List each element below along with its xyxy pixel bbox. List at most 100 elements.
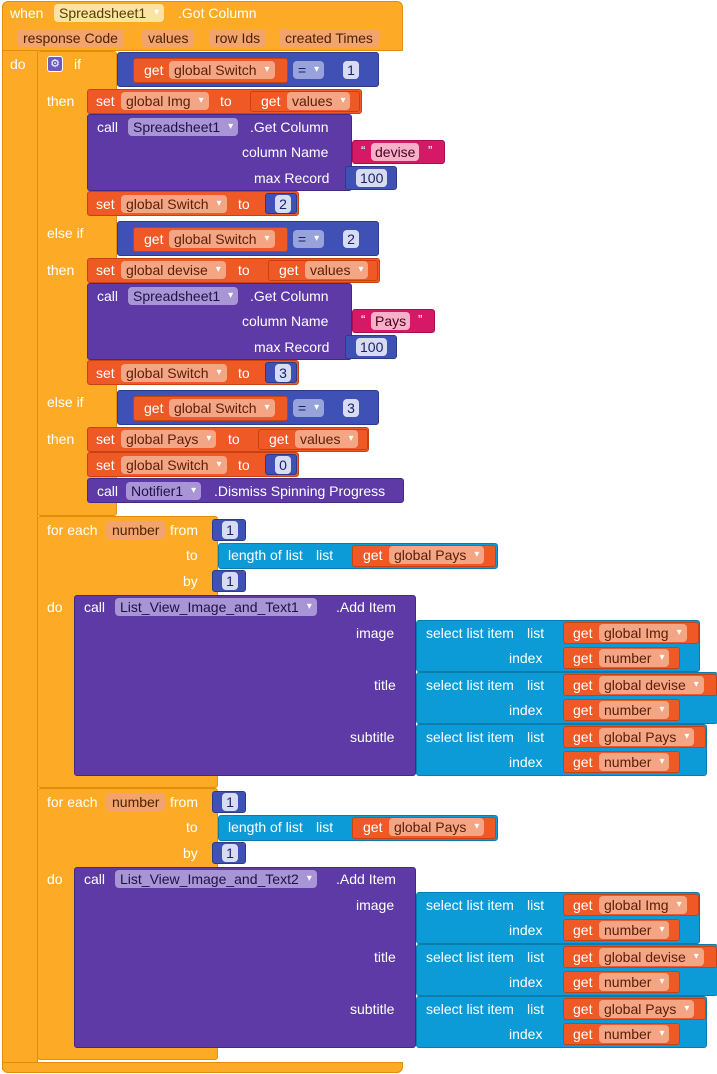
to-label: to — [186, 547, 198, 563]
event-block-spine — [2, 50, 38, 1070]
by-label: by — [183, 845, 198, 861]
listview-dropdown-1[interactable]: List_View_Image_and_Text1 — [115, 598, 317, 616]
var-dropdown-number-2b[interactable]: number — [599, 973, 670, 991]
var-dropdown-values-2[interactable]: values — [305, 261, 369, 279]
var-dropdown-switch-2[interactable]: global Switch — [169, 230, 275, 248]
var-dropdown-switch-set-3[interactable]: global Switch — [121, 456, 227, 474]
var-dropdown-switch-1[interactable]: global Switch — [169, 61, 275, 79]
var-dropdown-devise-1[interactable]: global devise — [599, 676, 704, 694]
select-list-item-label: select list item — [426, 1001, 514, 1017]
var-dropdown-pays-1[interactable]: global Pays — [599, 728, 695, 746]
get-label: get — [573, 922, 593, 938]
from-value-1[interactable]: 1 — [222, 521, 238, 539]
number-1[interactable]: 1 — [343, 61, 359, 79]
loop-var-chip-1[interactable]: number — [106, 521, 166, 539]
number-3[interactable]: 3 — [343, 399, 359, 417]
list-label: list — [316, 819, 334, 835]
var-dropdown-values-3[interactable]: values — [295, 430, 359, 448]
next-value-1[interactable]: 2 — [275, 195, 291, 213]
var-dropdown-pays[interactable]: global Pays — [121, 430, 217, 448]
set-label: set — [96, 196, 115, 212]
var-dropdown-number-2c[interactable]: number — [599, 1025, 670, 1043]
var-dropdown-devise-2[interactable]: global devise — [599, 948, 704, 966]
dismiss-label: .Dismiss Spinning Progress — [214, 483, 386, 499]
get-label: get — [573, 949, 593, 965]
list-label: list — [527, 1001, 545, 1017]
index-label: index — [509, 650, 543, 666]
var-dropdown-values-1[interactable]: values — [287, 92, 351, 110]
get-label: get — [573, 650, 593, 666]
eq-dropdown-2[interactable]: = — [293, 230, 325, 248]
list-label: list — [527, 949, 545, 965]
eq-dropdown-3[interactable]: = — [293, 399, 325, 417]
next-value-3[interactable]: 0 — [275, 456, 291, 474]
param-response-code[interactable]: response Code — [17, 29, 124, 47]
eq-dropdown-1[interactable]: = — [293, 61, 325, 79]
image-label: image — [356, 897, 395, 913]
text-value-devise[interactable]: devise — [371, 143, 420, 161]
from-value-2[interactable]: 1 — [222, 793, 238, 811]
var-dropdown-img-2[interactable]: global Img — [599, 896, 687, 914]
by-value-1[interactable]: 1 — [222, 572, 238, 590]
listview-dropdown-2[interactable]: List_View_Image_and_Text2 — [115, 870, 317, 888]
then-label-1: then — [47, 93, 75, 109]
notifier-dropdown[interactable]: Notifier1 — [126, 482, 202, 500]
var-dropdown-img-1[interactable]: global Img — [599, 624, 687, 642]
add-item-label: .Add Item — [336, 599, 396, 615]
call-add-item-block-2[interactable] — [74, 867, 416, 1048]
by-value-2[interactable]: 1 — [222, 844, 238, 862]
set-label: set — [96, 431, 115, 447]
by-label: by — [183, 573, 198, 589]
get-label: get — [573, 729, 593, 745]
gear-icon[interactable]: ⚙ — [47, 56, 63, 72]
select-list-item-label: select list item — [426, 949, 514, 965]
var-dropdown-pays-loop-1[interactable]: global Pays — [389, 546, 485, 564]
max-record-value-1[interactable]: 100 — [356, 169, 388, 187]
set-label: set — [96, 457, 115, 473]
param-row-ids[interactable]: row Ids — [209, 29, 267, 47]
param-created-times[interactable]: created Times — [279, 29, 379, 47]
event-do-label: do — [10, 56, 26, 72]
next-value-2[interactable]: 3 — [275, 364, 291, 382]
spreadsheet-dropdown-2[interactable]: Spreadsheet1 — [128, 287, 239, 305]
select-list-item-label: select list item — [426, 897, 514, 913]
var-dropdown-img[interactable]: global Img — [121, 92, 209, 110]
add-item-label: .Add Item — [336, 871, 396, 887]
var-dropdown-number-2a[interactable]: number — [599, 921, 670, 939]
var-dropdown-number-1a[interactable]: number — [599, 649, 670, 667]
quote-open: “ — [361, 312, 366, 327]
var-dropdown-number-1c[interactable]: number — [599, 753, 670, 771]
get-label: get — [279, 262, 299, 278]
title-label: title — [374, 949, 396, 965]
var-dropdown-pays-loop-2[interactable]: global Pays — [389, 818, 485, 836]
loop-var-chip-2[interactable]: number — [106, 793, 166, 811]
spreadsheet-dropdown-1[interactable]: Spreadsheet1 — [128, 118, 239, 136]
list-label: list — [527, 677, 545, 693]
event-component-dropdown[interactable]: Spreadsheet1 — [54, 4, 165, 22]
get-column-label: .Get Column — [250, 119, 329, 135]
param-values[interactable]: values — [142, 29, 195, 47]
var-dropdown-devise[interactable]: global devise — [121, 261, 226, 279]
call-label: call — [84, 871, 106, 887]
index-label: index — [509, 1026, 543, 1042]
get-label: get — [573, 754, 593, 770]
text-value-pays[interactable]: Pays — [371, 312, 411, 330]
var-dropdown-number-1b[interactable]: number — [599, 701, 670, 719]
max-record-label: max Record — [254, 339, 330, 355]
subtitle-label: subtitle — [350, 729, 395, 745]
call-add-item-block-1[interactable] — [74, 595, 416, 776]
image-label: image — [356, 625, 395, 641]
var-dropdown-pays-2[interactable]: global Pays — [599, 1000, 695, 1018]
get-label: get — [573, 974, 593, 990]
if-label: if — [74, 56, 81, 72]
var-dropdown-switch-3[interactable]: global Switch — [169, 399, 275, 417]
var-dropdown-switch-set-1[interactable]: global Switch — [121, 195, 227, 213]
loop-do-label-1: do — [47, 599, 63, 615]
to-label: to — [186, 819, 198, 835]
max-record-value-2[interactable]: 100 — [356, 338, 388, 356]
column-name-label: column Name — [242, 313, 329, 329]
list-label: list — [527, 625, 545, 641]
number-2[interactable]: 2 — [343, 230, 359, 248]
then-label-2: then — [47, 262, 75, 278]
var-dropdown-switch-set-2[interactable]: global Switch — [121, 364, 227, 382]
